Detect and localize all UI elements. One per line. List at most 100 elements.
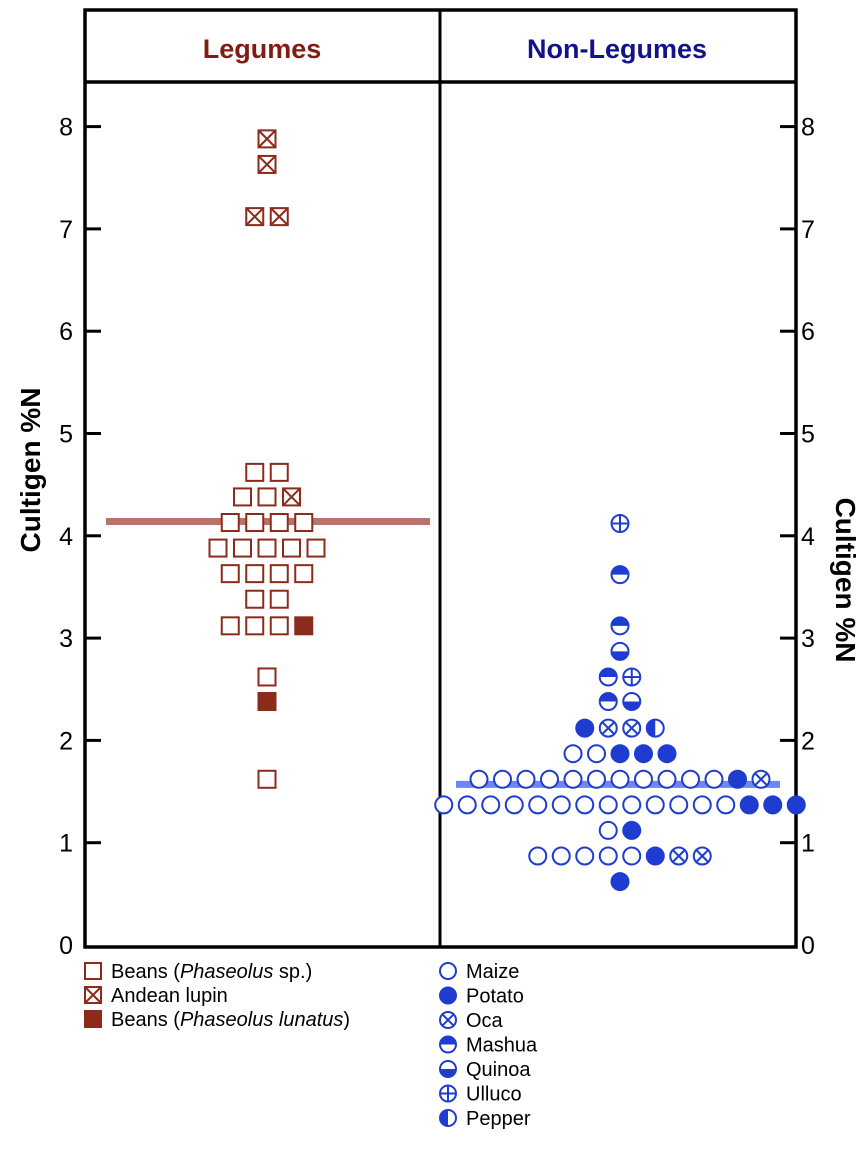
y-axis-label-right: Cultigen %N (830, 498, 861, 663)
legume-point-square-open (220, 616, 240, 636)
non-legume-point-circle-filled (657, 744, 677, 764)
legume-point-square-open (245, 589, 265, 609)
legume-point-square-open (306, 538, 326, 558)
legume-point-square-open (269, 462, 289, 482)
non-legumes-panel-title: Non-Legumes (527, 34, 707, 64)
non-legume-point-circle-half-bottom (622, 692, 642, 712)
non-legume-point-circle-filled (575, 718, 595, 738)
legume-point-square-open (269, 564, 289, 584)
non-legume-point-circle-open (481, 795, 501, 815)
legend-marker-circle-open (439, 962, 457, 980)
legend-entry-non-legume: Maize (439, 961, 519, 983)
y-tick-label-left: 3 (59, 625, 73, 653)
non-legume-point-circle-open (704, 769, 724, 789)
legend-label: Pepper (466, 1108, 531, 1130)
y-tick-label-right: 1 (801, 830, 815, 858)
non-legume-point-circle-filled (728, 769, 747, 789)
legend-entry-legume: Beans (Phaseolus sp.) (84, 961, 312, 983)
legend-label: Quinoa (466, 1059, 531, 1081)
legume-point-square-open (245, 616, 265, 636)
legend-marker-circle-x (439, 1011, 457, 1029)
y-tick-label-right: 7 (801, 216, 815, 244)
legend-label: Oca (466, 1010, 504, 1032)
legume-point-square-open (245, 513, 265, 533)
legend-marker-square-filled (84, 1010, 102, 1028)
non-legume-point-circle-x (598, 718, 618, 738)
non-legume-point-circle-open (622, 846, 642, 866)
legend-label-part: Beans ( (111, 1009, 180, 1031)
non-legume-point-circle-filled (786, 795, 806, 815)
non-legume-point-circle-x (751, 769, 771, 789)
non-legume-point-circle-filled (634, 744, 653, 764)
non-legume-point-circle-open (563, 744, 583, 764)
legend-entry-non-legume: Potato (439, 986, 524, 1008)
legume-point-square-open (245, 462, 265, 482)
legend-label: Beans (Phaseolus sp.) (111, 961, 312, 983)
legend-entry-non-legume: Pepper (439, 1108, 531, 1130)
non-legume-point-circle-open (504, 795, 524, 815)
non-legume-point-circle-filled (610, 744, 630, 764)
legume-point-square-x (245, 207, 265, 227)
legend-label: Ulluco (466, 1084, 522, 1106)
non-legume-point-circle-open (516, 769, 536, 789)
y-tick-label-right: 6 (801, 318, 815, 346)
legend-label-part: Maize (466, 961, 519, 983)
legume-point-square-open (220, 564, 240, 584)
legume-point-square-x (282, 487, 301, 507)
y-tick-label-right: 0 (801, 932, 815, 960)
non-legume-point-circle-filled (622, 820, 642, 840)
non-legume-point-circle-open (681, 769, 700, 789)
legend-label-part: Pepper (466, 1108, 531, 1130)
legume-point-square-open (220, 513, 240, 533)
legend-label-part: Beans ( (111, 961, 180, 983)
y-tick-label-left: 4 (59, 523, 73, 551)
non-legume-point-circle-open (669, 795, 689, 815)
legume-point-square-x (269, 207, 289, 227)
legend-label: Mashua (466, 1035, 538, 1057)
mean-lines (106, 517, 780, 788)
legume-point-square-open (233, 538, 252, 558)
non-legume-point-circle-open (587, 744, 606, 764)
non-legume-point-circle-open (716, 795, 736, 815)
non-legume-point-circle-open (598, 820, 618, 840)
non-legume-point-circle-half-top (598, 692, 618, 712)
legend-label: Beans (Phaseolus lunatus) (111, 1009, 350, 1031)
non-legume-point-circle-x (622, 718, 642, 738)
legend-label-part: Phaseolus lunatus (180, 1009, 343, 1031)
non-legume-point-circle-open (587, 769, 606, 789)
legume-point-square-open (282, 538, 301, 558)
y-tick-label-left: 1 (59, 830, 73, 858)
legend-marker-circle-filled (439, 986, 457, 1005)
non-legume-point-circle-filled (645, 846, 665, 866)
y-tick-label-right: 3 (801, 625, 815, 653)
legend-marker-circle-half-top (439, 1035, 457, 1054)
y-tick-label-right: 5 (801, 421, 815, 449)
non-legume-point-circle-filled (763, 795, 783, 815)
y-tick-label-left: 0 (59, 932, 73, 960)
non-legume-point-circle-open (528, 795, 548, 815)
legend-entry-legume: Beans (Phaseolus lunatus) (84, 1009, 350, 1031)
legend-entry-legume: Andean lupin (84, 985, 228, 1007)
legend-label-part: Andean lupin (111, 985, 228, 1007)
legume-point-square-open (257, 487, 277, 507)
non-legume-point-circle-filled (739, 795, 759, 815)
non-legume-point-circle-open (457, 795, 477, 815)
legume-point-square-x (257, 129, 277, 149)
legend-label-part: Potato (466, 986, 524, 1008)
legume-point-square-open (257, 538, 277, 558)
non-legume-point-circle-open (598, 846, 618, 866)
y-tick-label-left: 7 (59, 216, 73, 244)
non-legume-point-circle-half-top (598, 667, 618, 687)
non-legume-point-circle-open (575, 795, 595, 815)
legend-label-part: Ulluco (466, 1084, 522, 1106)
legumes-panel-title: Legumes (203, 34, 322, 64)
legume-point-square-open (257, 667, 277, 687)
y-tick-label-left: 8 (59, 114, 73, 142)
legume-point-square-open (257, 769, 277, 789)
legend-label-part: sp.) (273, 961, 312, 983)
legume-point-square-open (233, 487, 252, 507)
non-legume-point-circle-open (645, 795, 665, 815)
non-legume-point-circle-open (469, 769, 489, 789)
legend-marker-square-x (84, 986, 102, 1004)
